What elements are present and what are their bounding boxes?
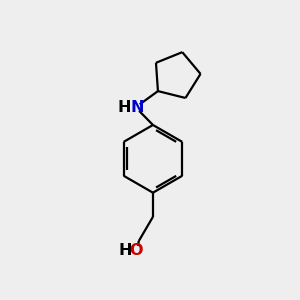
Text: N: N <box>130 100 143 115</box>
Text: H: H <box>118 243 132 258</box>
Text: O: O <box>130 243 143 258</box>
Text: H: H <box>118 100 131 115</box>
